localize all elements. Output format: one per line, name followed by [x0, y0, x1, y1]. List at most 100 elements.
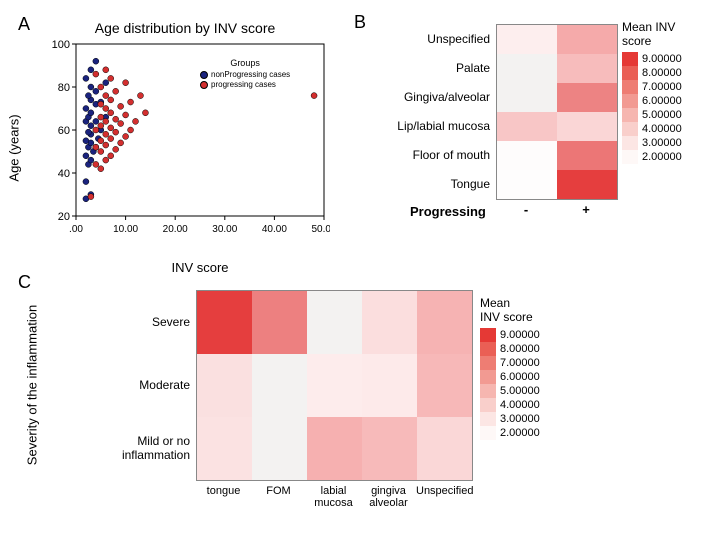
scatter-point: [103, 157, 109, 163]
scatter-point: [98, 123, 104, 129]
figure-root: A B C Age distribution by INV score Age …: [10, 10, 699, 547]
scatter-point: [88, 110, 94, 116]
scatter-point: [108, 97, 114, 103]
scatter-point: [88, 123, 94, 129]
colorbar-swatch: [480, 356, 496, 370]
colorbar-swatch: [480, 384, 496, 398]
colorbar-swatch: [480, 342, 496, 356]
heatmap-cell: [252, 291, 307, 354]
colorbar-stop: 7.00000: [622, 80, 682, 94]
colorbar-label: 9.00000: [500, 329, 540, 341]
scatter-point: [133, 118, 139, 124]
heatmap-col-label: labialmucosa: [306, 481, 361, 509]
panel-b-colorbar: Mean INVscore9.000008.000007.000006.0000…: [622, 20, 682, 164]
scatter-point: [85, 93, 91, 99]
scatter-point: [103, 93, 109, 99]
heatmap-row-label: Palate: [370, 53, 496, 82]
ytick-label: 40: [58, 168, 70, 180]
scatter-point: [137, 93, 143, 99]
scatter-point: [83, 75, 89, 81]
panel-a-xlabel: INV score: [70, 260, 330, 275]
scatter-point: [113, 146, 119, 152]
heatmap-cell: [497, 112, 557, 141]
heatmap-row-label: Tongue: [370, 169, 496, 198]
scatter-point: [83, 106, 89, 112]
heatmap-cell: [557, 54, 617, 83]
scatter-point: [98, 101, 104, 107]
heatmap-cell: [252, 354, 307, 417]
scatter-point: [103, 80, 109, 86]
colorbar-label: 6.00000: [500, 371, 540, 383]
scatter-point: [118, 140, 124, 146]
heatmap-row-label: Mild or noinflammation: [80, 416, 196, 479]
colorbar-swatch: [622, 122, 638, 136]
scatter-point: [311, 93, 317, 99]
colorbar-label: 2.00000: [500, 427, 540, 439]
scatter-point: [83, 179, 89, 185]
scatter-point: [93, 161, 99, 167]
scatter-point: [108, 125, 114, 131]
scatter-point: [108, 75, 114, 81]
scatter-point: [88, 67, 94, 73]
colorbar-stop: 9.00000: [480, 328, 540, 342]
colorbar-stop: 6.00000: [622, 94, 682, 108]
scatter-point: [108, 110, 114, 116]
scatter-point: [103, 142, 109, 148]
ytick-label: 60: [58, 125, 70, 137]
scatter-point: [93, 127, 99, 133]
legend-marker: [200, 71, 208, 79]
heatmap-b-grid: [496, 24, 618, 200]
colorbar-label: 3.00000: [500, 413, 540, 425]
xtick-label: 40.00: [262, 224, 287, 235]
heatmap-cell: [417, 291, 472, 354]
colorbar-stop: 4.00000: [622, 122, 682, 136]
ytick-label: 80: [58, 82, 70, 94]
heatmap-row-label: Gingiva/alveolar: [370, 82, 496, 111]
scatter-point: [98, 114, 104, 120]
panel-b-xtitle: Progressing: [410, 204, 486, 219]
xtick-label: 50.00: [311, 224, 330, 235]
colorbar-label: 7.00000: [500, 357, 540, 369]
colorbar-swatch: [480, 398, 496, 412]
colorbar-label: 5.00000: [642, 109, 682, 121]
panel-a-title: Age distribution by INV score: [40, 20, 330, 36]
scatter-point: [123, 112, 129, 118]
ytick-label: 20: [58, 211, 70, 223]
panel-a-ylabel: Age (years): [7, 114, 22, 181]
scatter-point: [142, 110, 148, 116]
heatmap-col-label: Unspecified: [416, 481, 471, 509]
scatter-point: [103, 106, 109, 112]
heatmap-row-label: Lip/labial mucosa: [370, 111, 496, 140]
heatmap-cell: [417, 354, 472, 417]
scatter-point: [93, 144, 99, 150]
colorbar-stop: 3.00000: [622, 136, 682, 150]
colorbar-label: 8.00000: [642, 67, 682, 79]
heatmap-row-label: Moderate: [80, 353, 196, 416]
panel-a-label: A: [18, 14, 30, 35]
heatmap-cell: [197, 417, 252, 480]
colorbar-swatch: [622, 136, 638, 150]
heatmap-cell: [557, 170, 617, 199]
scatter-point: [98, 166, 104, 172]
legend-label: nonProgressing cases: [211, 70, 290, 80]
colorbar-swatch: [622, 66, 638, 80]
panel-c-label: C: [18, 272, 31, 293]
heatmap-cell: [362, 417, 417, 480]
colorbar-swatch: [480, 426, 496, 440]
scatter-point: [113, 88, 119, 94]
heatmap-cell: [557, 112, 617, 141]
xtick-label: 10.00: [113, 224, 138, 235]
panel-a-legend: Groups nonProgressing casesprogressing c…: [200, 58, 290, 90]
scatter-point: [98, 84, 104, 90]
heatmap-cell: [497, 25, 557, 54]
heatmap-cell: [307, 417, 362, 480]
heatmap-cell: [362, 291, 417, 354]
colorbar-swatch: [622, 80, 638, 94]
colorbar-stop: 6.00000: [480, 370, 540, 384]
scatter-point: [98, 149, 104, 155]
heatmap-cell: [307, 354, 362, 417]
scatter-point: [123, 133, 129, 139]
panel-b-label: B: [354, 12, 366, 33]
colorbar-swatch: [480, 328, 496, 342]
scatter-point: [123, 80, 129, 86]
